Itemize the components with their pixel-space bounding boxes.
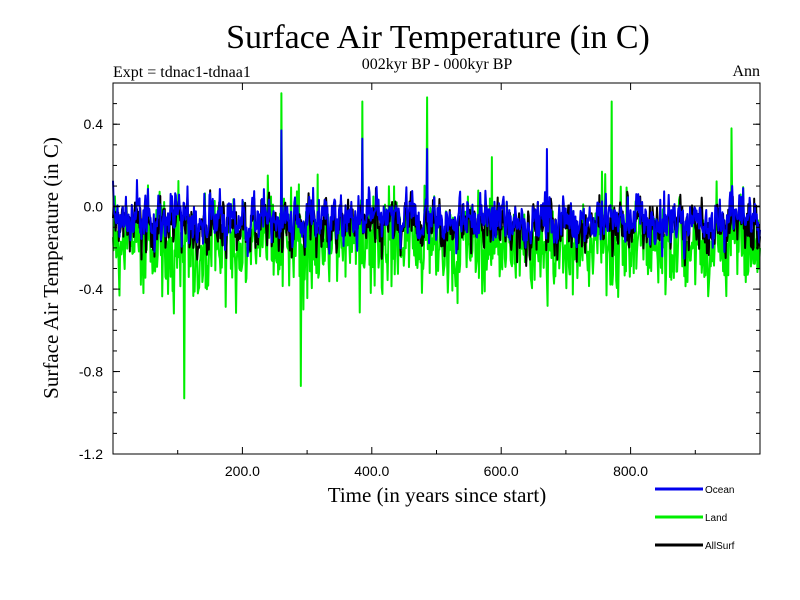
y-tick-label: -0.4 [79,281,103,297]
y-axis: -1.2 -0.8 -0.4 0.0 0.4 [79,82,760,462]
series-layer [112,92,761,400]
x-tick-label: 400.0 [354,463,389,479]
legend-allsurf-label: AllSurf [705,541,735,552]
legend-ocean-label: Ocean [705,485,734,496]
x-axis: 200.0 400.0 600.0 800.0 [177,83,696,479]
y-tick-label: -1.2 [79,446,103,462]
experiment-label: Expt = tdnac1-tdnaa1 [113,64,251,81]
x-tick-label: 200.0 [225,463,260,479]
x-tick-label: 800.0 [613,463,648,479]
chart-title: Surface Air Temperature (in C) [226,19,650,56]
y-tick-label: -0.8 [79,364,103,380]
chart-subtitle: 002kyr BP - 000kyr BP [362,56,513,73]
legend-land-label: Land [705,513,727,524]
y-axis-label: Surface Air Temperature (in C) [39,137,63,399]
legend: Ocean Land AllSurf [655,485,735,552]
x-tick-label: 600.0 [484,463,519,479]
season-label: Ann [732,63,760,80]
series-line-ocean [112,129,761,260]
x-axis-label: Time (in years since start) [328,483,547,507]
y-tick-label: 0.4 [84,116,104,132]
series-line-land [112,92,761,400]
y-tick-label: 0.0 [84,199,104,215]
